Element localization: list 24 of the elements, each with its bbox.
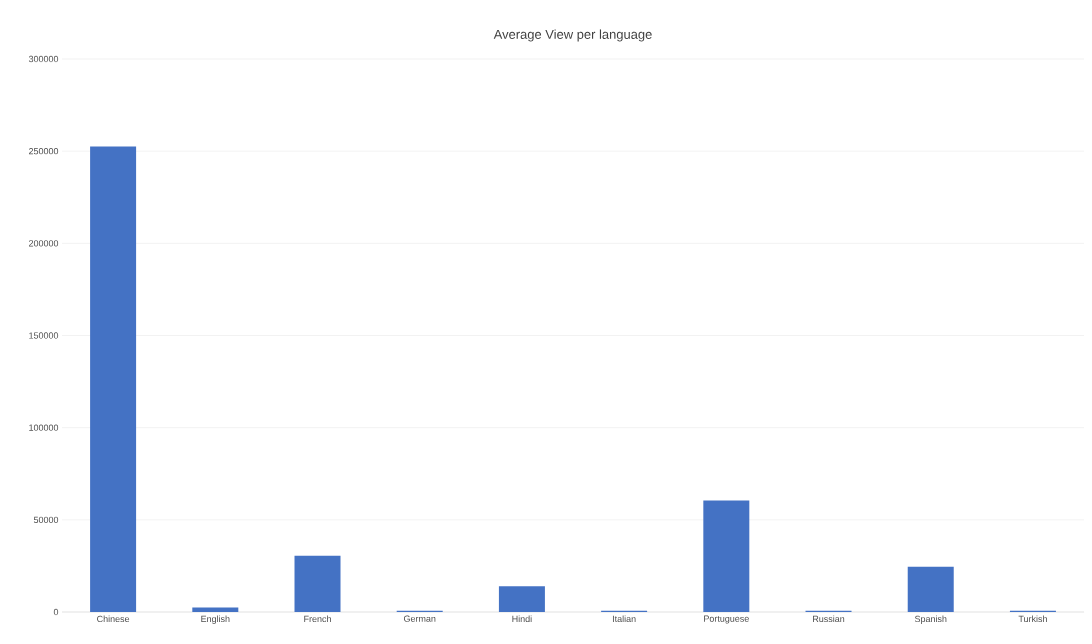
y-tick-label: 50000 xyxy=(33,516,59,524)
chart-title: Average View per language xyxy=(493,29,652,42)
y-tick-label: 300000 xyxy=(28,55,59,63)
bar xyxy=(907,566,954,612)
x-tick-label: Hindi xyxy=(512,615,532,623)
y-tick-label: 100000 xyxy=(29,424,59,431)
x-tick-label: German xyxy=(403,615,436,622)
x-tick-label: Turkish xyxy=(1018,615,1047,623)
x-tick-label: Spanish xyxy=(914,615,947,624)
y-tick-label: 200000 xyxy=(29,240,59,247)
x-tick-label: Chinese xyxy=(97,615,130,623)
bar xyxy=(703,500,750,612)
bar xyxy=(294,555,341,612)
y-tick-label: 150000 xyxy=(29,332,59,339)
x-tick-label: Russian xyxy=(813,615,845,623)
x-tick-label: English xyxy=(201,615,230,624)
bar xyxy=(498,586,545,612)
x-tick-label: French xyxy=(304,615,331,623)
y-tick-label: 250000 xyxy=(29,147,59,155)
x-tick-label: Portuguese xyxy=(704,615,749,624)
y-tick-label: 0 xyxy=(53,608,59,616)
bar xyxy=(90,146,137,612)
bar xyxy=(192,607,239,612)
x-tick-label: Italian xyxy=(612,615,636,623)
